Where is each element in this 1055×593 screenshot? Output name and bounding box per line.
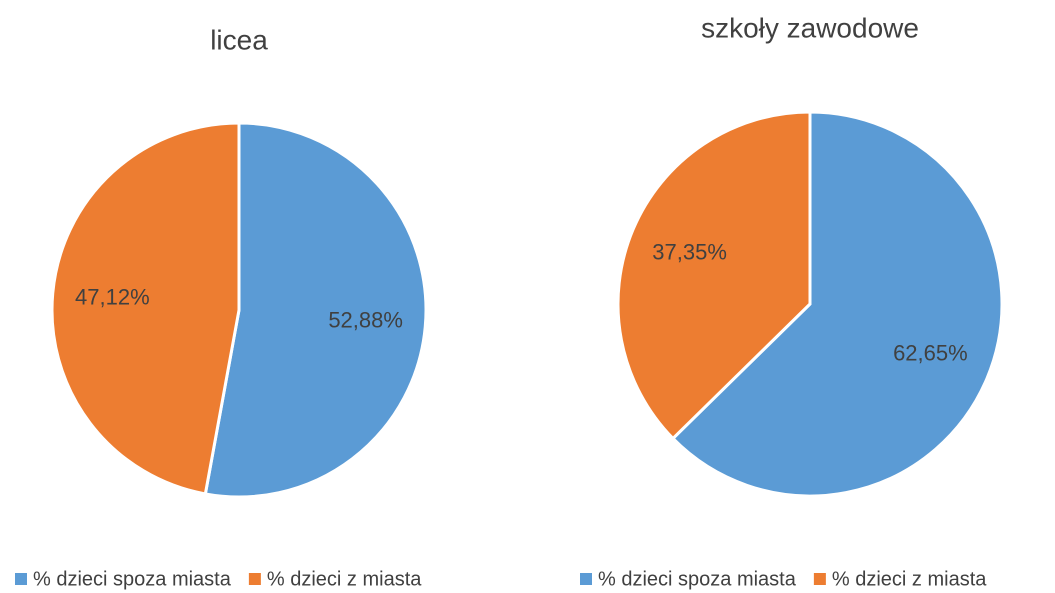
- data-label: 52,88%: [328, 307, 403, 332]
- data-label: 62,65%: [893, 340, 968, 365]
- pie-slice: [616, 110, 812, 441]
- legend-label: % dzieci spoza miasta: [33, 568, 232, 590]
- pie-slice: [203, 121, 428, 499]
- pie-slice: [50, 121, 241, 496]
- legend-swatch: [248, 573, 261, 585]
- pie-slice: [670, 110, 1004, 498]
- legend-swatch: [580, 573, 592, 585]
- legend-label: % dzieci spoza miasta: [598, 568, 797, 590]
- legend-label: % dzieci z miasta: [832, 568, 987, 590]
- data-label: 47,12%: [75, 284, 150, 309]
- legend-swatch: [813, 573, 826, 585]
- chart-title: licea: [210, 24, 268, 55]
- chart-title: szkoły zawodowe: [701, 12, 919, 43]
- data-label: 37,35%: [652, 239, 727, 264]
- legend-swatch: [15, 573, 27, 585]
- legend-label: % dzieci z miasta: [267, 568, 422, 590]
